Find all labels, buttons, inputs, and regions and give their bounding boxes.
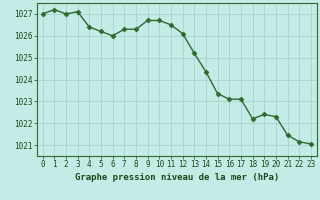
X-axis label: Graphe pression niveau de la mer (hPa): Graphe pression niveau de la mer (hPa) <box>75 173 279 182</box>
